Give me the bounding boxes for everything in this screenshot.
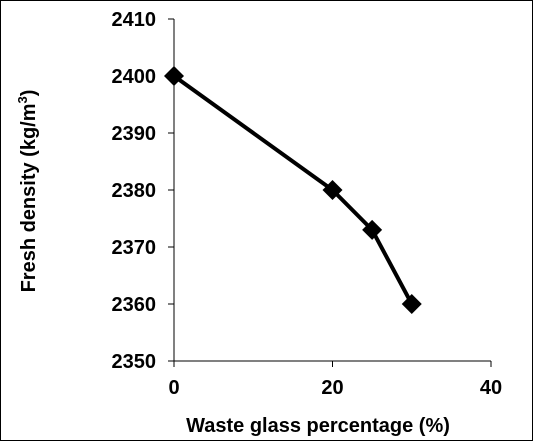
y-axis-label-superscript: 3 (15, 96, 30, 103)
y-axis-label-main: Fresh density (kg/m (18, 103, 40, 292)
x-tick-label: 20 (321, 377, 343, 399)
x-axis-label: Waste glass percentage (%) (186, 415, 450, 437)
y-tick-label: 2370 (112, 237, 157, 259)
data-series (164, 66, 422, 314)
data-point-diamond (362, 219, 383, 240)
data-point-diamond (322, 180, 343, 200)
y-tick-label: 2390 (112, 123, 157, 145)
y-tick-label: 2400 (112, 66, 157, 88)
y-tick-label: 2380 (112, 180, 157, 202)
y-axis-label-close: ) (18, 90, 40, 97)
data-point-diamond (164, 66, 184, 86)
y-tick-label: 2350 (112, 351, 157, 373)
y-axis-label: Fresh density (kg/m3) (15, 90, 40, 293)
x-tick-label: 0 (168, 377, 179, 399)
y-tick-label: 2410 (112, 9, 157, 31)
x-tick-label: 40 (480, 377, 502, 399)
tick-labels: 2350 2360 2370 2380 2390 2400 2410 0 20 40 (112, 9, 503, 399)
y-tick-label: 2360 (112, 294, 157, 316)
data-point-diamond (401, 294, 422, 314)
series-line (172, 74, 414, 305)
